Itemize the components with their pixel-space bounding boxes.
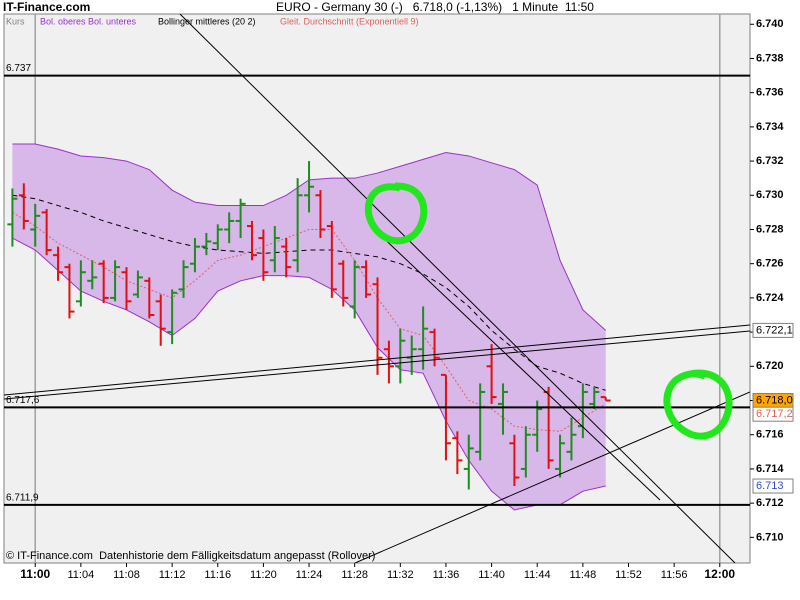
x-tick-label: 11:48 xyxy=(570,569,597,581)
band-lower xyxy=(12,237,606,511)
band-fill xyxy=(12,143,606,510)
legend-entry: Kurs xyxy=(6,16,25,26)
price-tag xyxy=(752,478,794,494)
y-tick-label: 6.740 xyxy=(756,18,784,30)
x-tick-label: 11:12 xyxy=(159,569,186,581)
indicator-line xyxy=(12,211,606,432)
drawings xyxy=(4,14,750,563)
y-tick-label: 6.724 xyxy=(756,292,784,304)
x-tick-label: 11:00 xyxy=(20,567,50,581)
trend-line xyxy=(354,391,750,563)
x-tick-label: 11:32 xyxy=(387,569,414,581)
price-tag-label: 6.713 xyxy=(756,480,784,492)
x-tick-label: 11:52 xyxy=(615,569,642,581)
y-tick-label: 6.738 xyxy=(756,52,784,64)
trend-line xyxy=(4,330,750,400)
y-tick-label: 6.714 xyxy=(756,463,784,475)
legend-entry: Bol. oberes Bol. unteres xyxy=(40,16,137,26)
x-tick-label: 11:16 xyxy=(204,569,231,581)
trend-line xyxy=(374,229,661,501)
y-tick-label: 6.710 xyxy=(756,531,784,543)
price-tag-label: 6.722,1 xyxy=(756,324,793,336)
trend-line xyxy=(4,324,750,396)
highlight-circle xyxy=(663,369,733,440)
x-tick-label: 12:00 xyxy=(704,567,735,581)
highlight-circle xyxy=(365,182,428,245)
x-tick-label: 11:44 xyxy=(524,569,551,581)
footer: © IT-Finance.com Datenhistorie dem Fälli… xyxy=(6,550,375,562)
x-tick-label: 11:28 xyxy=(341,569,368,581)
y-tick-label: 6.730 xyxy=(756,189,784,201)
trend-line xyxy=(179,14,736,563)
chart-title: EURO - Germany 30 (-) 6.718,0 (-1,13%) 1… xyxy=(276,0,594,14)
legend-entry: Bollinger mittleres (20 2) xyxy=(158,16,256,26)
y-tick-label: 6.712 xyxy=(756,497,784,509)
price-tag xyxy=(752,406,794,422)
y-tick-label: 6.732 xyxy=(756,155,784,167)
price-tag-label: 6.718,0 xyxy=(756,394,793,406)
price-tag-label: 6.717,2 xyxy=(756,408,793,420)
indicator-line xyxy=(12,194,606,391)
brand: IT-Finance.com xyxy=(3,0,90,14)
y-tick-label: 6.728 xyxy=(756,223,784,235)
axes: 6.740 6.738 6.736 6.734 6.732 6.730 6.728 6.726… xyxy=(20,18,794,581)
legend-entry: Gleit. Durchschnitt (Exponentiell 9) xyxy=(280,16,419,26)
plot: 6.737 6.717,6 6.711,9 Kurs Bol. oberes Bol. … xyxy=(4,14,750,563)
y-tick-label: 6.716 xyxy=(756,429,784,441)
x-tick-label: 11:20 xyxy=(250,569,277,581)
x-tick-label: 11:40 xyxy=(478,569,505,581)
x-tick-label: 11:04 xyxy=(68,569,95,581)
level-label: 6.717,6 xyxy=(6,395,40,406)
y-tick-label: 6.720 xyxy=(756,360,784,372)
level-label: 6.737 xyxy=(6,63,31,74)
x-tick-label: 11:36 xyxy=(433,569,460,581)
x-tick-label: 11:08 xyxy=(113,569,140,581)
y-tick-label: 6.736 xyxy=(756,87,784,99)
price-tag xyxy=(752,322,794,338)
y-tick-label: 6.734 xyxy=(756,121,784,133)
y-tick-label: 6.726 xyxy=(756,258,784,270)
x-tick-label: 11:56 xyxy=(661,569,688,581)
x-tick-label: 11:24 xyxy=(296,569,323,581)
level-label: 6.711,9 xyxy=(6,492,39,503)
